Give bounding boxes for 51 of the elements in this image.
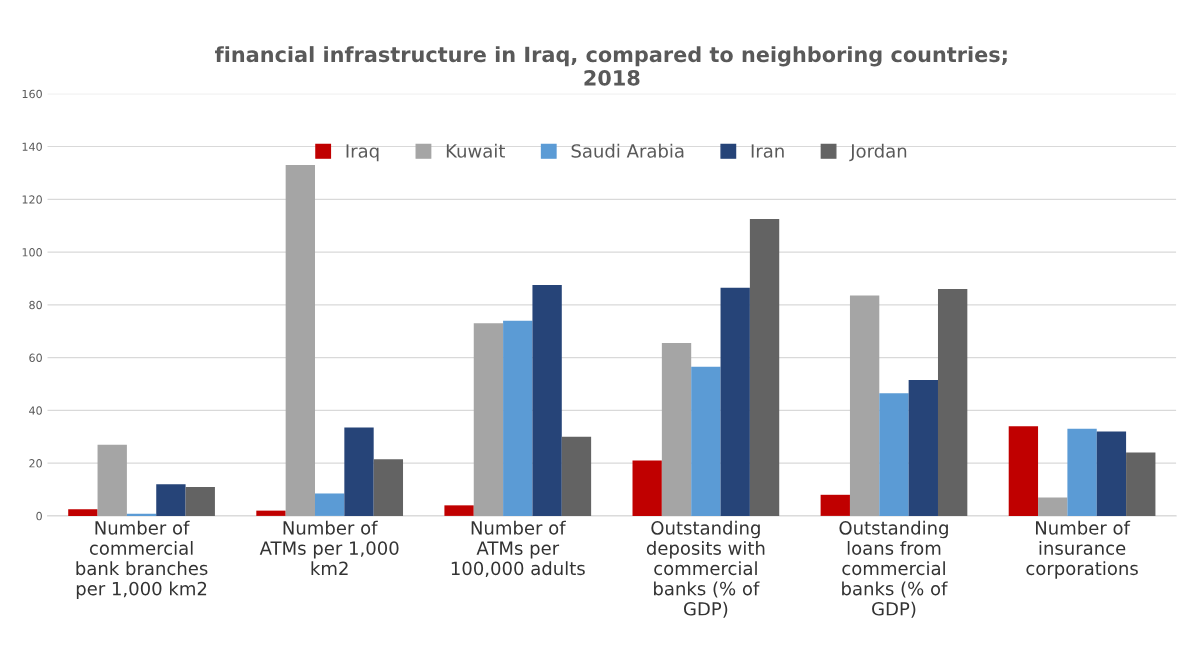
bar [749,219,780,516]
bar [1067,428,1097,516]
bar [1038,497,1068,516]
bar [820,494,850,516]
bar [68,509,98,516]
bar [344,427,374,516]
y-tick-label: 120 [22,195,42,204]
bar [561,436,592,516]
bar [97,444,127,516]
x-tick-label: Number of ATMs per 100,000 adults [451,520,585,578]
bar [285,165,315,516]
bar [937,289,968,516]
x-tick-label: Number of insurance corporations [1026,520,1138,579]
y-tick-label: 0 [36,511,42,521]
legend-label: Iraq [346,144,379,162]
bar [849,295,880,516]
bar [879,393,909,516]
x-tick-label: Outstanding deposits with commercial banks (% of GDP) [646,520,765,618]
bar [256,510,286,516]
bar [661,343,692,516]
y-tick-label: 140 [22,142,42,151]
bar [720,287,750,516]
bar [315,493,345,516]
bar [632,460,662,516]
chart-title: financial infrastructure in Iraq, compared to neighboring countries; 2018 [215,46,1007,86]
bar [691,366,721,516]
y-tick-label: 80 [29,300,42,310]
bar [126,513,157,516]
legend-label: Iran [751,144,784,158]
legend-label: Jordan [849,143,907,162]
y-tick-label: 20 [29,459,42,468]
bar [908,380,938,516]
y-tick-label: 40 [29,406,42,415]
bar [444,505,474,516]
y-tick-label: 100 [22,248,42,257]
bar [473,323,504,516]
bar [373,459,404,516]
y-tick-label: 60 [29,353,42,362]
bar [156,484,186,516]
bar [185,486,215,516]
x-tick-label: Number of commercial bank branches per 1,000 km2 [76,520,208,599]
y-tick-label: 160 [22,89,42,99]
x-tick-label: Number of ATMs per 1,000 km2 [259,520,399,575]
bar [1008,426,1039,516]
bar [1126,452,1156,516]
legend-label: Kuwait [446,143,505,158]
legend-label: Saudi Arabia [571,143,684,158]
bar [532,285,562,516]
x-tick-label: Outstanding loans from commercial banks (% of GDP) [839,520,948,618]
bar [503,320,533,516]
bar [1096,431,1127,516]
